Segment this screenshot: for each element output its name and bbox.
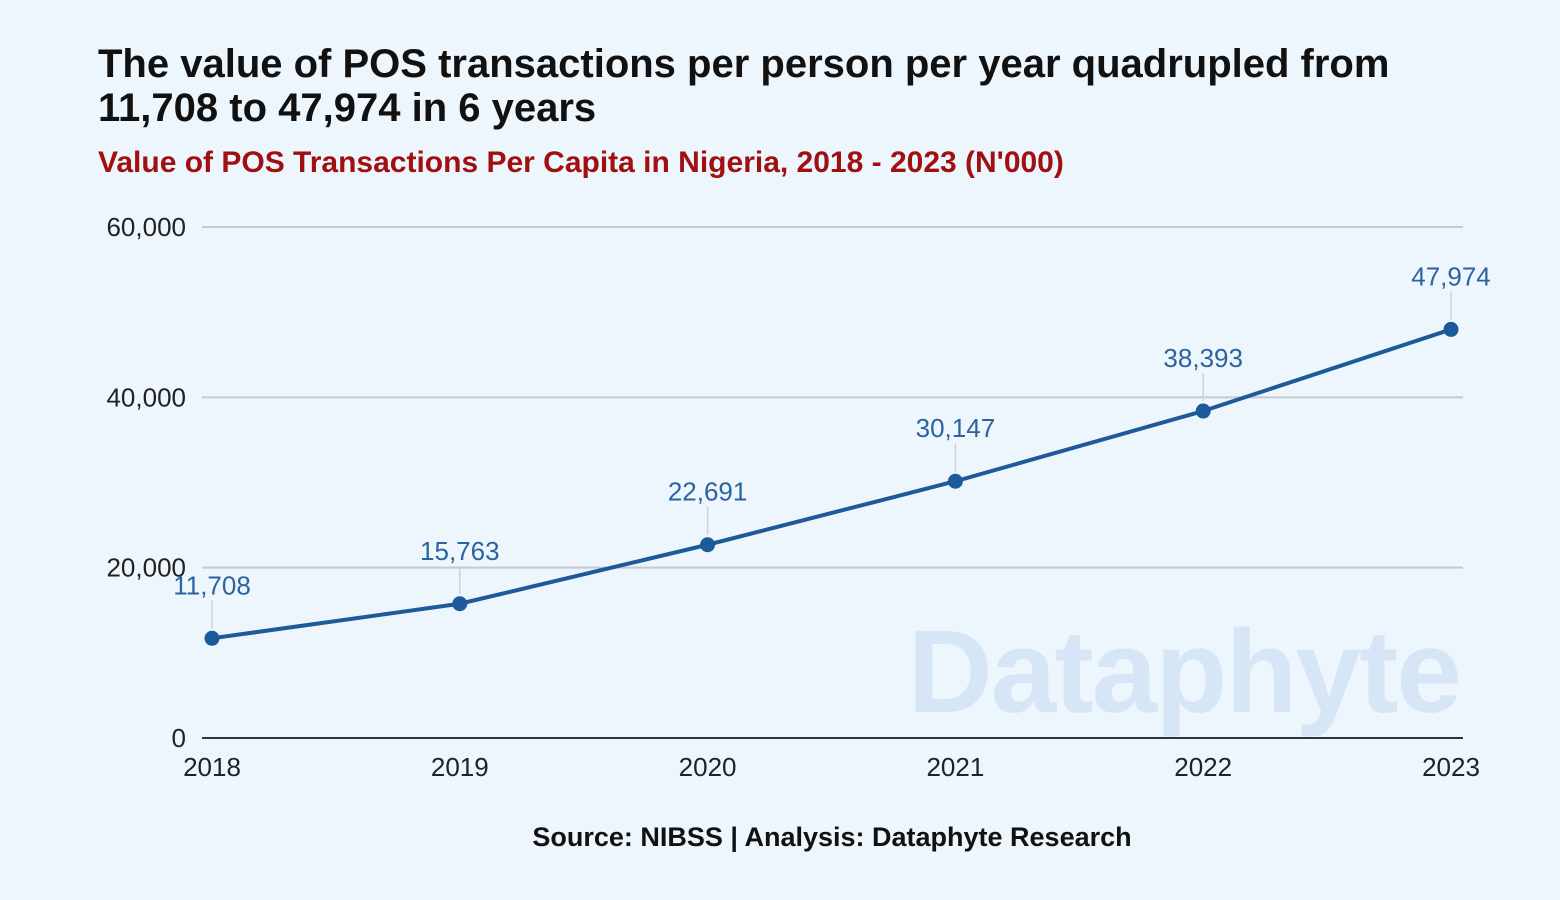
data-label-2021: 30,147	[916, 413, 996, 443]
y-tick-label-20000: 20,000	[106, 553, 186, 583]
source-note: Source: NIBSS | Analysis: Dataphyte Rese…	[532, 822, 1132, 852]
grid-lines	[202, 226, 1463, 739]
x-tick-label-2019: 2019	[431, 752, 489, 782]
series-line	[210, 327, 1453, 641]
y-axis-ticks: 0 20,000 40,000 60,000	[106, 212, 186, 753]
x-axis-ticks: 2018 2019 2020 2021 2022 2023	[183, 752, 1480, 782]
data-point-2019[interactable]	[452, 596, 468, 612]
chart-title: The value of POS transactions per person…	[98, 42, 1390, 130]
x-tick-label-2022: 2022	[1174, 752, 1232, 782]
data-label-2023: 47,974	[1411, 261, 1491, 291]
y-tick-label-0: 0	[172, 723, 186, 753]
data-labels: 11,708 15,763 22,691 30,147 38,393 47,974	[173, 261, 1491, 600]
x-tick-label-2021: 2021	[926, 752, 984, 782]
series-line-group	[210, 327, 1453, 641]
x-tick-label-2020: 2020	[679, 752, 737, 782]
y-tick-label-60000: 60,000	[106, 212, 186, 242]
data-points	[204, 321, 1459, 646]
data-point-2021[interactable]	[947, 473, 963, 489]
label-leaders	[211, 291, 1452, 629]
data-point-2023[interactable]	[1443, 321, 1459, 337]
x-tick-label-2023: 2023	[1422, 752, 1480, 782]
data-label-2019: 15,763	[420, 536, 500, 566]
data-label-2020: 22,691	[668, 477, 748, 507]
chart-subtitle: Value of POS Transactions Per Capita in …	[98, 146, 1064, 179]
y-tick-label-40000: 40,000	[106, 382, 186, 412]
data-point-2022[interactable]	[1195, 403, 1211, 419]
x-tick-label-2018: 2018	[183, 752, 241, 782]
data-label-2018: 11,708	[173, 570, 251, 600]
data-label-2022: 38,393	[1163, 343, 1243, 373]
watermark-logo: Dataphyte	[908, 606, 1460, 738]
data-point-2020[interactable]	[700, 537, 716, 553]
data-point-2018[interactable]	[204, 630, 220, 646]
